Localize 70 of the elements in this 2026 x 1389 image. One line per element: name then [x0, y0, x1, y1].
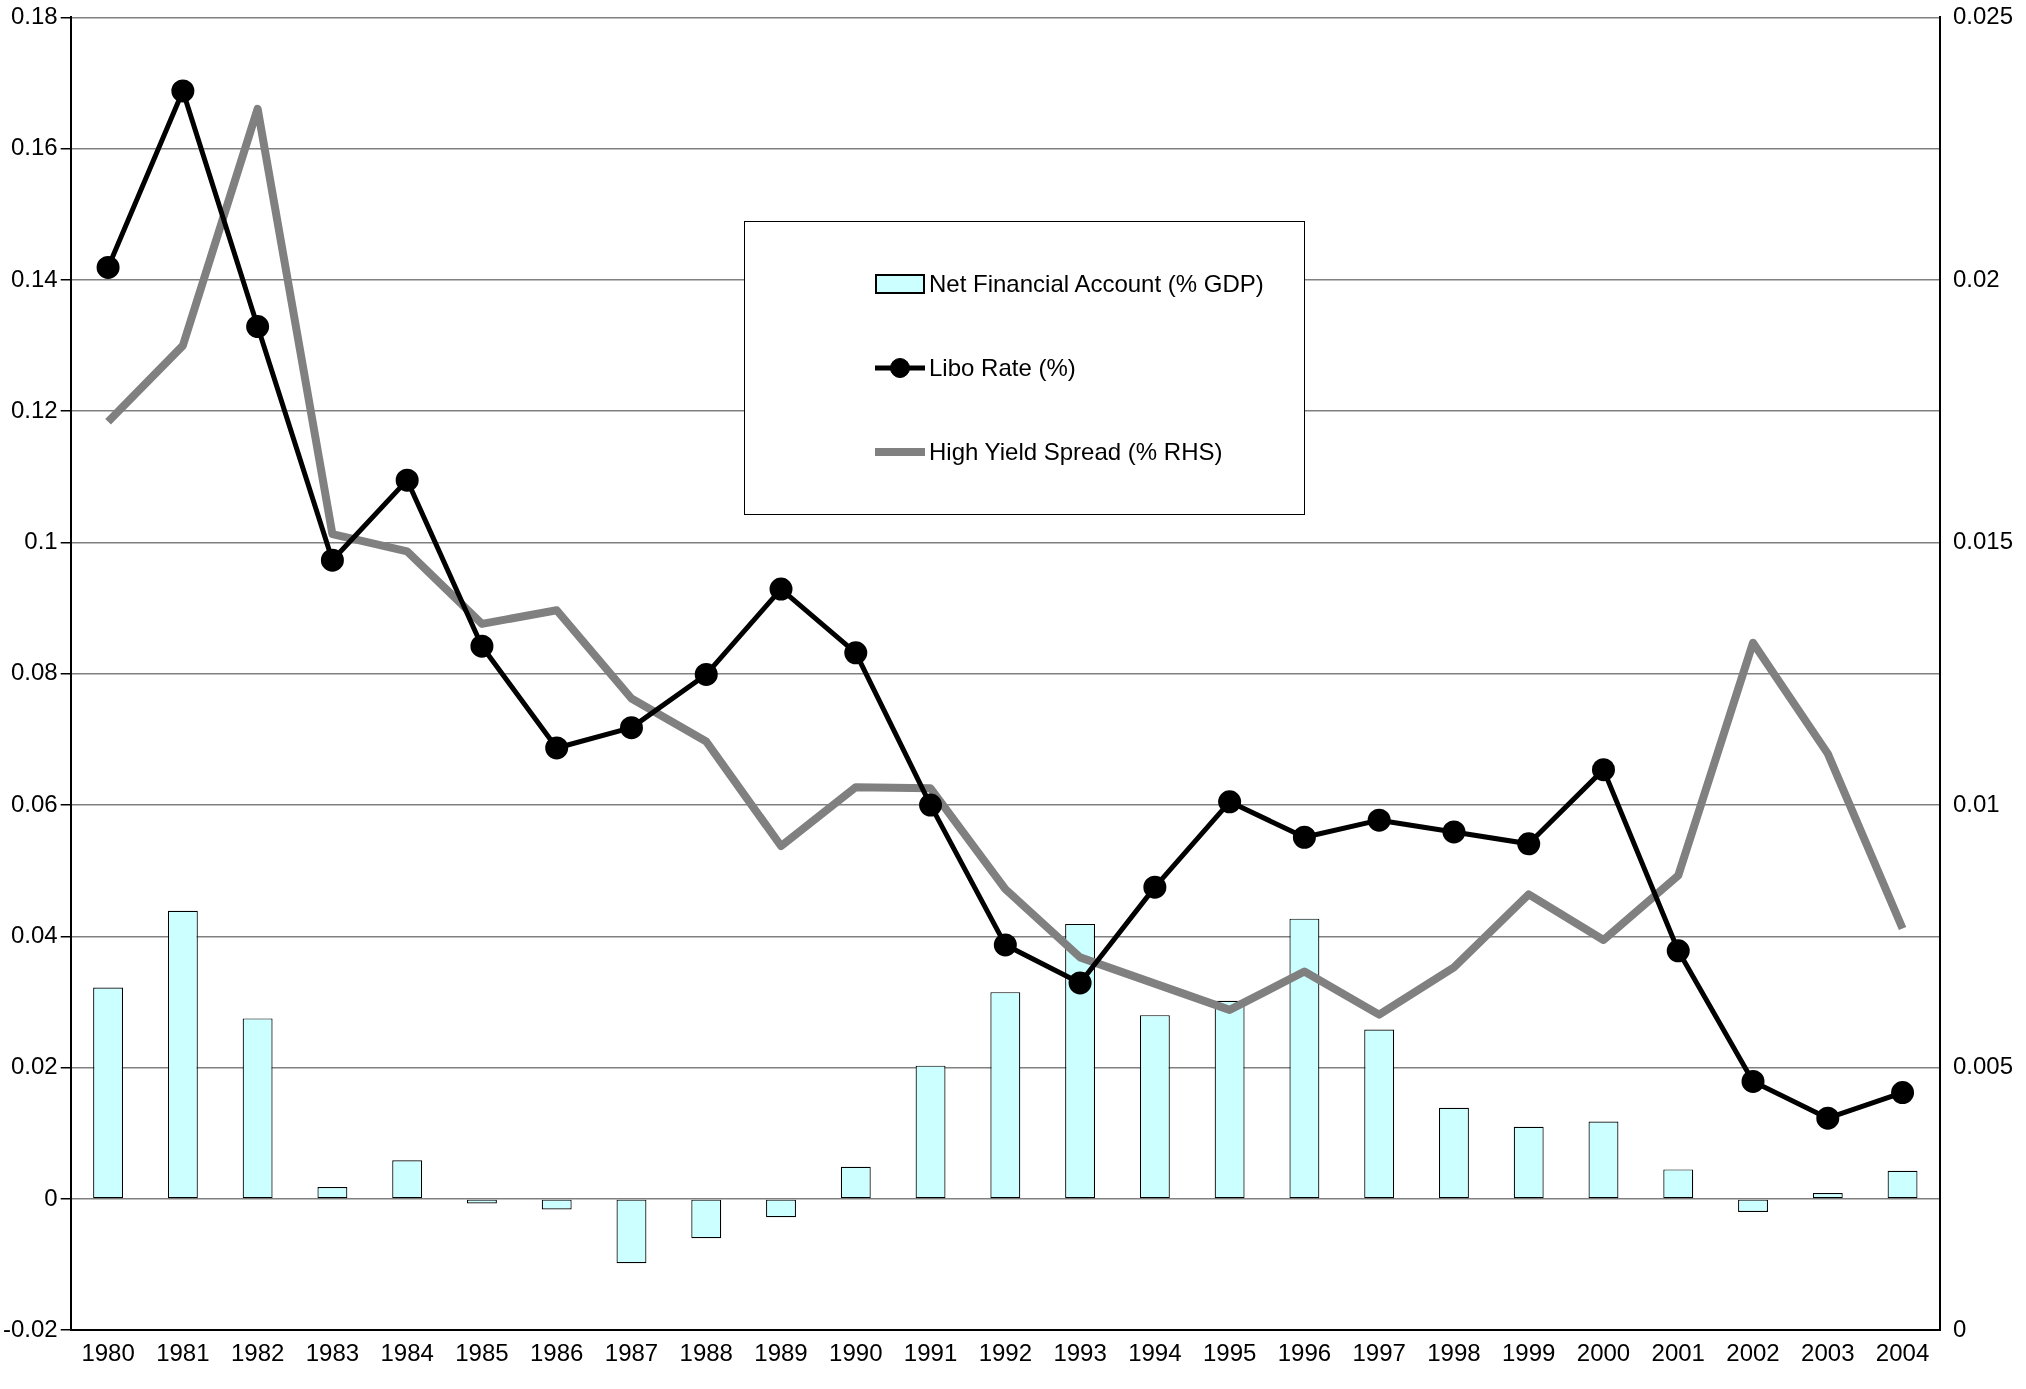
legend-label: Net Financial Account (% GDP) [929, 270, 1264, 298]
y-tick-label: 0.14 [10, 264, 58, 292]
x-tick-label: 1985 [455, 1339, 509, 1367]
x-tick-label: 1995 [1202, 1339, 1257, 1367]
y2-tick-label: 0.015 [1952, 527, 2013, 555]
point [470, 634, 494, 658]
point [1666, 939, 1690, 963]
x-tick-label: 1993 [1053, 1339, 1107, 1367]
point [1741, 1069, 1765, 1093]
y-tick-label: 0.18 [10, 2, 58, 30]
point [1367, 808, 1391, 832]
point [320, 548, 344, 572]
x-tick-label: 1994 [1128, 1339, 1182, 1367]
x-tick-label: 1981 [156, 1339, 210, 1367]
y-tick-label: 0.04 [10, 920, 58, 948]
y2-tick-label: 0.02 [1952, 264, 2000, 292]
x-tick-label: 1992 [978, 1339, 1033, 1367]
x-tick-label: 1997 [1352, 1339, 1406, 1367]
x-tick-label: 1989 [754, 1339, 808, 1367]
point [619, 716, 643, 740]
x-tick-label: 1998 [1427, 1339, 1481, 1367]
point [246, 315, 270, 339]
point [993, 933, 1017, 957]
point [171, 79, 195, 103]
x-tick-label: 1996 [1277, 1339, 1332, 1367]
y-tick-label: 0.12 [10, 395, 58, 423]
y-tick-label: 0.1 [24, 527, 58, 555]
point [844, 641, 868, 665]
point [1517, 832, 1541, 856]
point [96, 255, 120, 279]
point [1891, 1081, 1915, 1105]
point [769, 577, 793, 601]
x-tick-label: 2000 [1576, 1339, 1631, 1367]
point [694, 662, 718, 686]
y-tick-label: 0.08 [10, 658, 58, 686]
point [1143, 875, 1167, 899]
point [545, 736, 569, 760]
x-tick-label: 2003 [1801, 1339, 1855, 1367]
x-tick-label: 2002 [1726, 1339, 1780, 1367]
legend-label: High Yield Spread (% RHS) [929, 438, 1223, 466]
x-tick-label: 1984 [380, 1339, 434, 1367]
point [1068, 971, 1092, 995]
x-tick-label: 1980 [81, 1339, 135, 1367]
x-tick-label: 1987 [604, 1339, 659, 1367]
y2-tick-label: 0 [1952, 1314, 1967, 1342]
point [1816, 1106, 1840, 1130]
y2-tick-label: 0.025 [1952, 2, 2013, 30]
x-tick-label: 1986 [530, 1339, 584, 1367]
x-tick-label: 2001 [1651, 1339, 1705, 1367]
x-tick-label: 2004 [1875, 1339, 1930, 1367]
y-tick-label: 0 [44, 1183, 58, 1211]
x-tick-label: 1982 [230, 1339, 285, 1367]
point [1442, 820, 1466, 844]
y-tick-label: 0.06 [10, 789, 58, 817]
x-tick-label: 1983 [305, 1339, 360, 1367]
y2-tick-label: 0.01 [1952, 789, 2000, 817]
point [1292, 825, 1316, 849]
x-tick-label: 1991 [903, 1339, 958, 1367]
y-tick-label: 0.16 [10, 133, 58, 161]
point [1591, 758, 1615, 782]
x-tick-label: 1999 [1502, 1339, 1556, 1367]
point [1218, 790, 1242, 814]
legend-label: Libo Rate (%) [929, 354, 1076, 382]
point [919, 793, 943, 817]
y2-tick-label: 0.005 [1952, 1052, 2013, 1080]
x-tick-label: 1990 [829, 1339, 883, 1367]
x-tick-label: 1988 [679, 1339, 733, 1367]
y-tick-label: -0.02 [3, 1314, 58, 1342]
point [395, 468, 419, 492]
y-tick-label: 0.02 [10, 1052, 58, 1080]
